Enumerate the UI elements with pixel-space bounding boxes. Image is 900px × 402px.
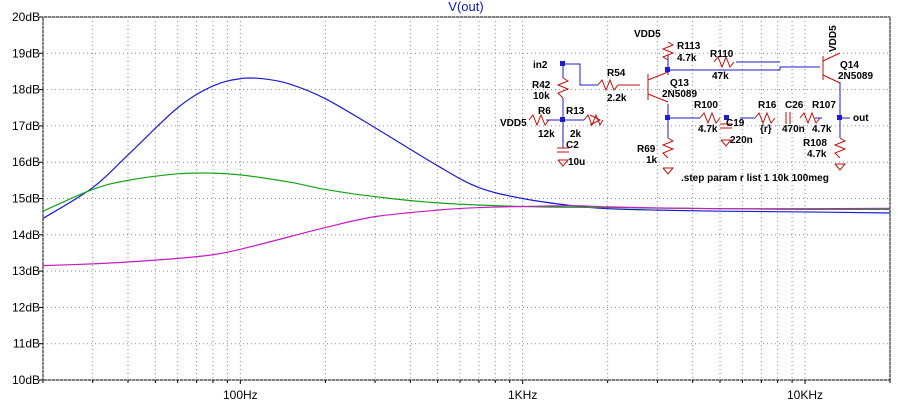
- y-tick-label: 15dB: [12, 192, 40, 206]
- resistors: [528, 41, 847, 159]
- label-vdd5-left: VDD5: [500, 118, 527, 129]
- x-tick-label: 10KHz: [787, 388, 823, 402]
- label-r16: R16: [758, 100, 777, 111]
- y-tick-label: 13dB: [12, 264, 40, 278]
- label-q13-value: 2N5089: [662, 89, 697, 100]
- label-r69: R69: [637, 144, 656, 155]
- axes: 20dB 19dB 18dB 17dB 16dB 15dB 14dB 13dB 12dB 11dB…: [12, 10, 891, 402]
- y-tick-label: 12dB: [12, 300, 40, 314]
- series-line-1: [42, 77, 891, 219]
- label-r107-value: 4.7k: [812, 124, 832, 135]
- label-r6-value: 12k: [538, 129, 555, 140]
- y-tick-label: 16dB: [12, 155, 40, 169]
- label-r6: R6: [538, 106, 551, 117]
- label-r54: R54: [607, 68, 626, 79]
- label-q13: Q13: [670, 78, 689, 89]
- label-in2: in2: [533, 60, 548, 71]
- wires: [546, 55, 850, 148]
- series-line-3: [42, 205, 891, 267]
- y-tick-label: 11dB: [13, 337, 40, 351]
- label-c26-value: 470n: [782, 124, 805, 135]
- label-r69-value: 1k: [646, 155, 658, 166]
- x-tick-label: 100Hz: [223, 388, 258, 402]
- label-r42-value: 10k: [533, 91, 550, 102]
- y-tick-label: 20dB: [12, 10, 40, 24]
- y-tick-label: 18dB: [12, 83, 40, 97]
- transistors: [647, 52, 841, 103]
- label-vdd5-right: VDD5: [828, 25, 839, 52]
- series-layer: [42, 77, 891, 267]
- schematic: VDD5 R113 4.7k R110 47k VDD5 Q14 2N5089 …: [500, 25, 873, 184]
- label-r100: R100: [694, 100, 718, 111]
- label-r16-value: {r}: [760, 124, 772, 135]
- label-r42: R42: [532, 80, 551, 91]
- label-r113-value: 4.7k: [677, 53, 697, 64]
- label-out: out: [853, 113, 869, 124]
- y-tick-label: 19dB: [12, 46, 40, 60]
- label-r110: R110: [710, 49, 734, 60]
- label-r110-value: 47k: [712, 71, 729, 82]
- junctions: [560, 61, 842, 122]
- label-r13-value: 2k: [570, 129, 582, 140]
- plot-frame: [42, 16, 891, 381]
- y-tick-label: 14dB: [12, 228, 40, 242]
- grounds: [557, 114, 847, 175]
- label-r13: R13: [566, 106, 585, 117]
- label-r108-value: 4.7k: [807, 149, 827, 160]
- label-q14-value: 2N5089: [838, 71, 873, 82]
- label-r100-value: 4.7k: [698, 124, 718, 135]
- label-r108: R108: [803, 138, 827, 149]
- x-tick-label: 1KHz: [508, 388, 537, 402]
- label-vdd5-top: VDD5: [634, 29, 661, 40]
- label-c2: C2: [566, 140, 579, 151]
- label-c19: C19: [726, 118, 745, 129]
- step-directive: .step param r list 1 10k 100meg: [681, 173, 829, 184]
- plot-title: V(out): [448, 0, 483, 14]
- capacitors: [557, 112, 791, 153]
- y-tick-label: 17dB: [12, 119, 40, 133]
- label-r54-value: 2.2k: [607, 93, 627, 104]
- label-r107: R107: [812, 100, 836, 111]
- label-c19-value: 220n: [730, 135, 753, 146]
- label-c26: C26: [785, 100, 804, 111]
- grid: [42, 16, 891, 381]
- label-c2-value: 10u: [568, 157, 585, 168]
- y-tick-label: 10dB: [12, 373, 40, 387]
- schematic-labels: VDD5 R113 4.7k R110 47k VDD5 Q14 2N5089 …: [500, 25, 873, 184]
- label-r113: R113: [677, 41, 701, 52]
- label-q14: Q14: [840, 60, 859, 71]
